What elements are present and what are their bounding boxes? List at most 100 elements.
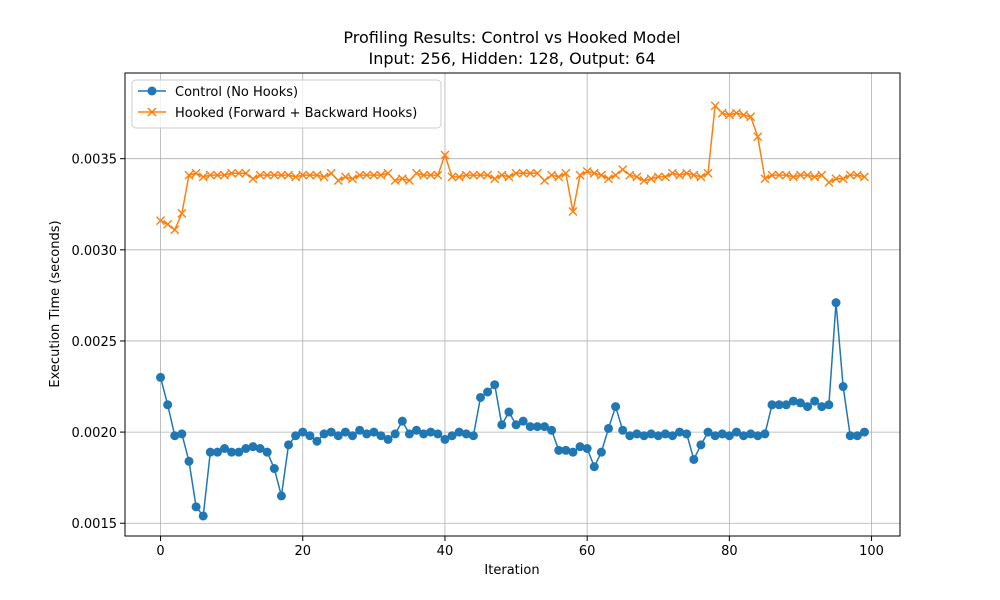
data-point-hooked [739,110,749,120]
data-point-control [632,429,642,439]
data-point-control [348,431,358,441]
data-point-control [689,454,699,464]
data-point-control [497,420,507,430]
data-point-hooked [540,176,549,186]
data-point-hooked [340,172,350,182]
data-point-control [333,431,343,441]
data-point-control [603,423,613,433]
data-point-control [582,444,592,453]
data-point-hooked [653,172,663,182]
data-point-hooked [682,168,692,178]
data-point-hooked [163,219,173,229]
data-point-hooked [689,170,699,180]
data-point-hooked [298,170,308,180]
data-point-control [170,431,180,441]
data-point-control [824,400,834,410]
data-point-control [163,400,173,410]
data-point-control [675,427,685,437]
data-point-hooked [241,168,251,178]
data-point-control [397,416,407,426]
data-point-hooked [667,168,677,178]
data-point-control [618,425,628,435]
data-point-control [845,431,855,441]
data-point-control [476,392,485,402]
data-point-control [540,422,549,432]
data-point-hooked [205,170,215,180]
axes: 0 20 40 60 80 100 0.0015 0.0020 0.0025 0.0030 0.00… [72,153,884,559]
data-point-control [525,422,535,432]
data-point-control [241,444,251,453]
series-layer [156,101,869,521]
data-point-control [447,431,457,441]
data-point-hooked [845,170,855,180]
x-tick-label: 40 [437,544,454,559]
data-point-hooked [376,170,386,180]
data-point-control [831,298,841,308]
y-tick-label: 0.0030 [72,244,118,259]
data-point-hooked [234,168,244,178]
legend-marker-control [147,86,157,96]
data-point-control [703,427,713,437]
data-point-hooked [788,172,798,182]
data-point-hooked [319,172,329,182]
data-point-control [433,429,443,439]
data-point-control [156,372,166,382]
data-point-hooked [419,170,429,180]
data-point-control [440,434,450,444]
data-point-control [838,382,848,392]
data-point-control [312,436,322,446]
data-point-control [639,431,649,441]
legend-box [131,79,442,129]
data-point-control [532,422,542,432]
data-point-hooked [753,132,763,142]
data-point-hooked [333,176,343,186]
data-point-hooked [504,172,514,182]
data-point-hooked [625,170,635,180]
data-point-hooked [824,177,834,187]
data-point-hooked [831,174,841,184]
y-tick-label: 0.0020 [72,426,118,441]
data-point-control [803,402,813,412]
data-point-hooked [483,170,493,180]
data-point-hooked [220,170,230,180]
data-point-control [611,402,621,412]
data-point-hooked [276,170,286,180]
x-tick-label: 80 [721,544,738,559]
data-point-hooked [284,170,294,180]
data-point-hooked [525,168,535,178]
data-point-control [461,429,471,439]
data-point-hooked [554,172,564,182]
legend-label-hooked: Hooked (Forward + Backward Hooks) [175,106,417,121]
data-point-hooked [717,108,727,118]
data-point-control [191,502,201,512]
data-point-control [284,440,294,450]
chart-title: Profiling Results: Control vs Hooked Mod… [343,28,680,47]
data-point-hooked [774,170,784,180]
data-point-hooked [760,174,770,184]
data-point-control [419,429,429,439]
data-point-control [788,396,798,406]
data-point-hooked [369,170,379,180]
data-point-control [724,431,734,441]
data-point-control [177,429,187,439]
data-point-hooked [795,170,805,180]
data-point-control [369,427,379,437]
data-point-control [767,400,777,410]
data-point-hooked [184,170,194,180]
data-point-hooked [312,170,322,180]
data-point-hooked [859,172,869,182]
data-point-hooked [817,170,827,180]
data-point-control [739,431,749,441]
data-point-control [227,447,237,457]
data-point-hooked [838,174,848,184]
data-point-control [269,464,279,474]
data-point-hooked [781,170,791,180]
legend: Control (No Hooks) Hooked (Forward + Bac… [131,79,442,129]
data-point-hooked [255,170,265,180]
data-point-hooked [468,170,478,180]
data-point-control [468,431,478,441]
data-point-hooked [746,112,756,122]
data-point-control [781,400,791,410]
data-point-hooked [611,170,621,180]
